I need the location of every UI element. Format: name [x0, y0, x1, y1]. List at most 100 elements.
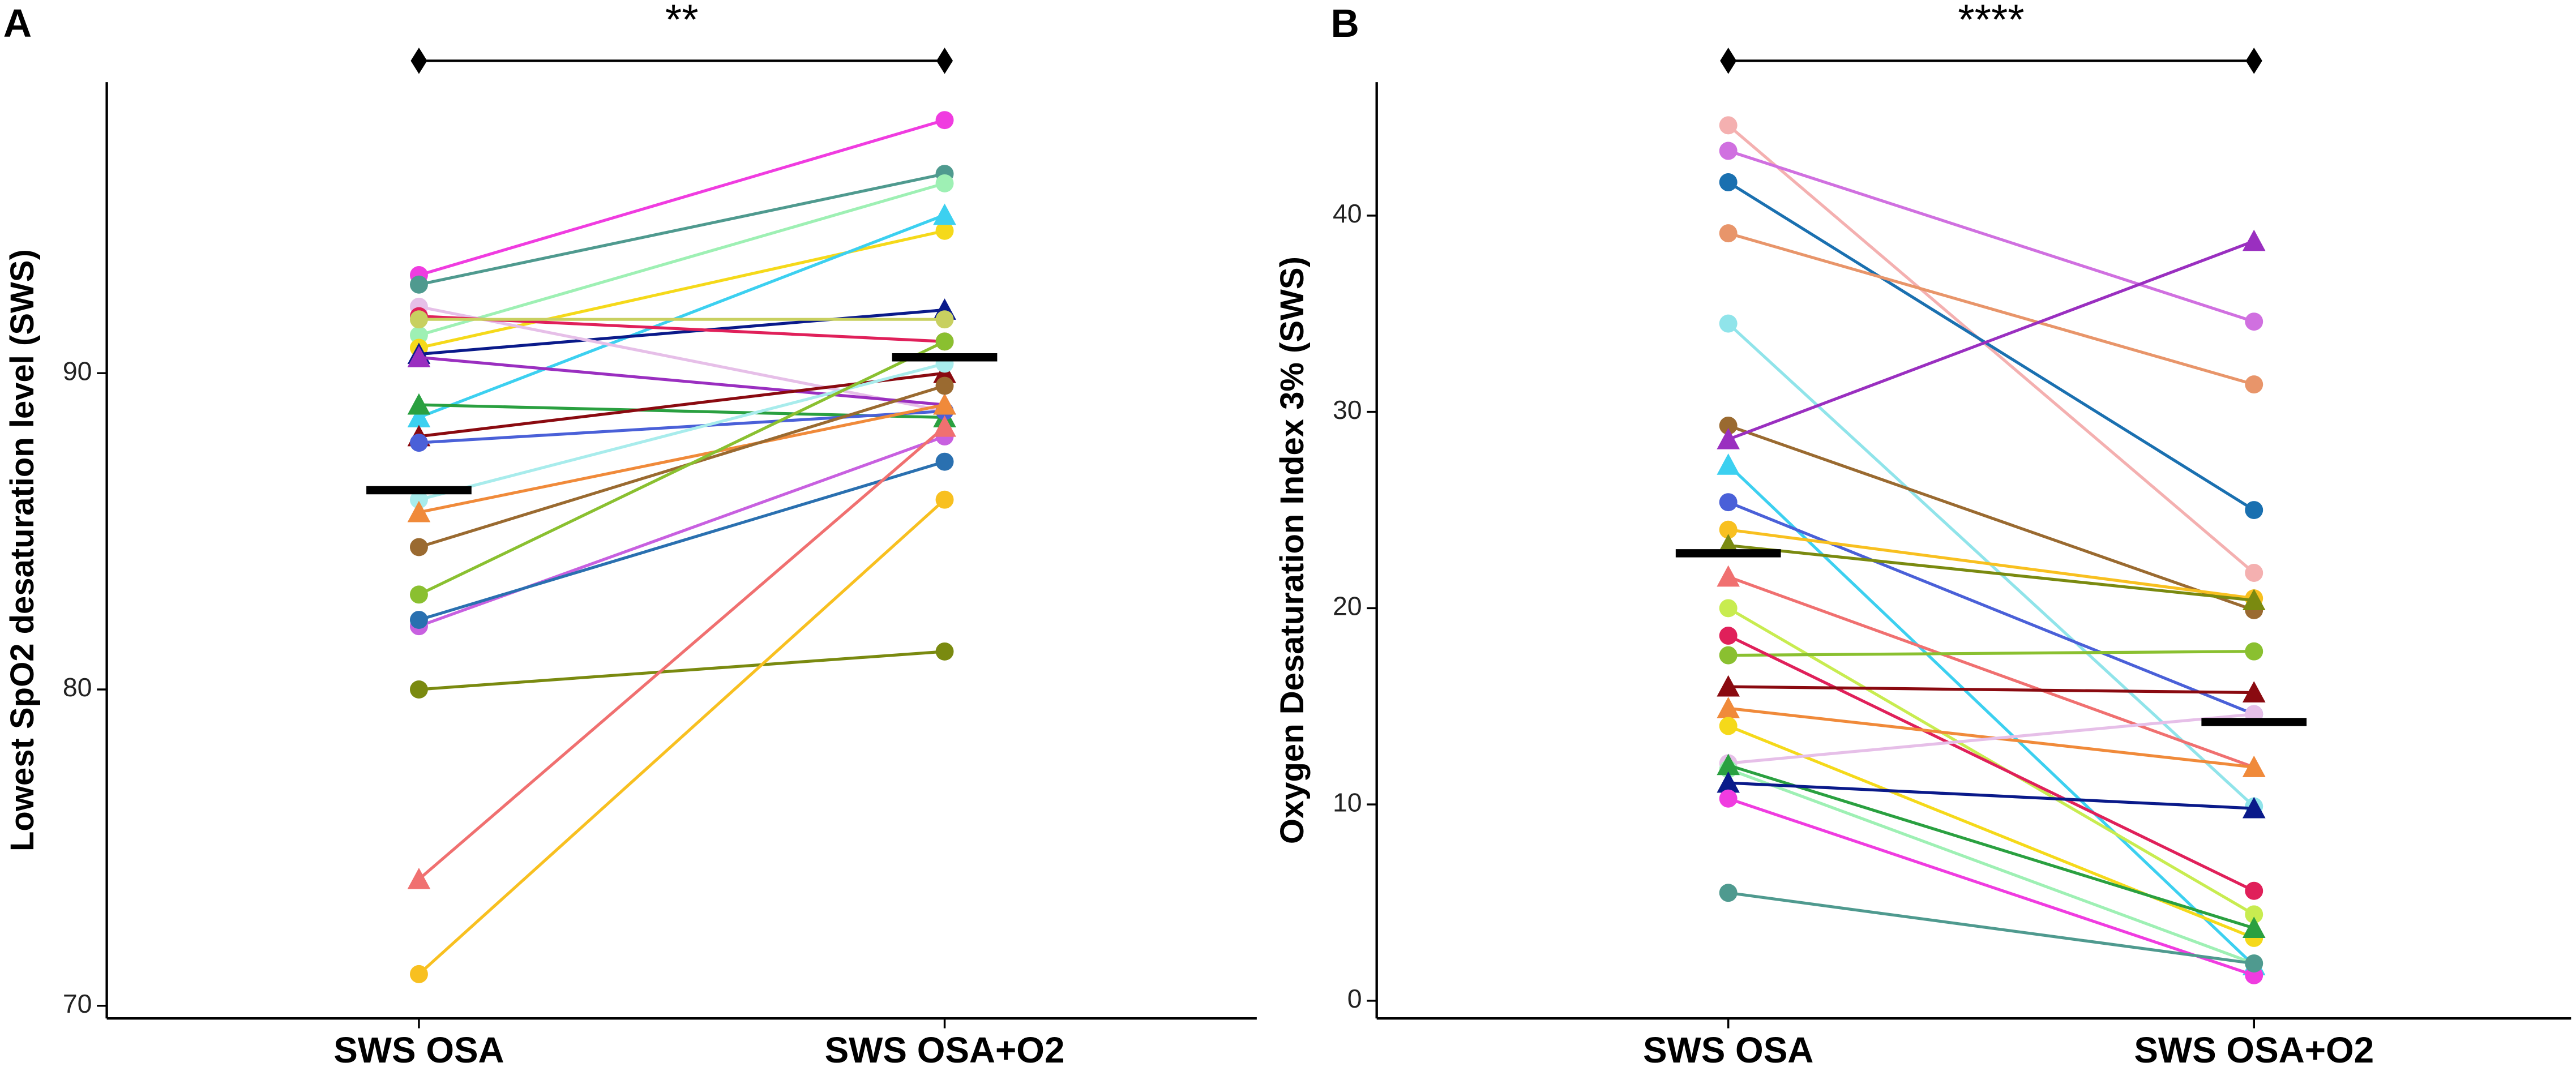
marker — [409, 434, 428, 452]
marker — [409, 326, 428, 345]
y-tick-label: 70 — [63, 989, 92, 1018]
series-line — [1727, 124, 2255, 574]
marker — [1719, 314, 1738, 333]
significance: ** — [665, 0, 699, 44]
marker — [2242, 681, 2266, 702]
series-line — [1727, 239, 2255, 441]
y-tick-label: 90 — [63, 356, 92, 385]
series-line — [418, 435, 945, 628]
marker — [1719, 520, 1738, 539]
x-tick-label: SWS OSA+O2 — [2134, 1030, 2374, 1070]
panel-label: A — [3, 1, 32, 45]
marker — [1719, 173, 1738, 191]
marker — [2245, 312, 2263, 331]
series-line — [418, 498, 946, 975]
series-line — [1728, 650, 2254, 657]
series-line — [1727, 500, 2255, 716]
series-line — [418, 650, 945, 691]
marker — [1719, 646, 1738, 665]
marker — [409, 965, 428, 983]
series-line — [418, 308, 945, 356]
series-line — [1727, 232, 2254, 386]
marker — [409, 680, 428, 699]
series-line — [1727, 575, 2255, 769]
marker — [1717, 753, 1740, 776]
marker — [407, 867, 431, 889]
series-line — [1728, 781, 2254, 810]
marker — [1719, 493, 1738, 512]
series-line — [418, 305, 945, 413]
marker — [1719, 717, 1738, 735]
series-line — [418, 426, 946, 881]
series-line — [1727, 181, 2255, 512]
marker — [933, 415, 956, 437]
marker — [935, 376, 954, 395]
marker — [935, 174, 954, 192]
panel-label: B — [1330, 1, 1359, 45]
marker — [935, 642, 954, 661]
marker — [2242, 916, 2266, 939]
series-line — [1727, 797, 2255, 977]
series-line — [418, 362, 945, 502]
bracket-end — [1720, 48, 1737, 74]
series-line — [1727, 464, 2256, 967]
y-tick-label: 20 — [1333, 592, 1362, 621]
x-tick-label: SWS OSA — [333, 1030, 504, 1070]
marker — [1719, 116, 1738, 135]
series-line — [1727, 607, 2255, 916]
bracket-end — [2245, 48, 2262, 74]
marker — [2245, 501, 2263, 519]
marker — [409, 275, 428, 294]
significance: **** — [1958, 0, 2024, 44]
marker — [1719, 789, 1738, 808]
marker — [933, 203, 956, 225]
y-tick-label: 80 — [63, 672, 92, 702]
y-tick-label: 0 — [1347, 984, 1362, 1013]
marker — [2242, 589, 2266, 610]
marker — [409, 538, 428, 556]
marker — [1719, 599, 1738, 618]
y-tick-label: 30 — [1333, 395, 1362, 425]
series-line — [418, 460, 945, 622]
series-line — [418, 172, 945, 286]
series-line — [1727, 768, 2255, 965]
marker — [2245, 954, 2263, 973]
series-line — [1727, 725, 2255, 940]
bracket-end — [410, 48, 427, 74]
marker — [1717, 427, 1740, 449]
series-line — [418, 403, 945, 514]
y-tick-label: 10 — [1333, 787, 1362, 817]
marker — [935, 452, 954, 471]
series-line — [1728, 685, 2254, 695]
marker — [407, 393, 431, 415]
y-axis-label: Lowest SpO2 desaturation level (SWS) — [4, 249, 41, 851]
series-line — [1727, 424, 2255, 612]
y-axis-label: Oxygen Desaturation Index 3% (SWS) — [1274, 256, 1311, 844]
series-line — [1728, 891, 2254, 965]
marker — [1717, 675, 1740, 697]
marker — [1719, 142, 1738, 160]
marker — [2245, 881, 2263, 900]
marker — [1719, 416, 1738, 435]
marker — [2242, 755, 2266, 777]
series-line — [1727, 634, 2255, 893]
x-tick-label: SWS OSA — [1643, 1030, 1813, 1070]
marker — [2245, 905, 2263, 924]
marker — [935, 332, 954, 351]
series-line — [1728, 713, 2254, 765]
marker — [409, 310, 428, 329]
series-line — [418, 409, 945, 444]
marker — [2245, 642, 2263, 661]
marker — [2242, 229, 2266, 251]
series-line — [1728, 528, 2254, 600]
marker — [407, 406, 431, 427]
marker — [935, 221, 954, 240]
marker — [407, 345, 431, 367]
bracket-end — [936, 48, 953, 74]
marker — [409, 611, 428, 629]
marker — [1719, 224, 1738, 243]
marker — [1719, 626, 1738, 645]
marker — [1719, 884, 1738, 902]
marker — [935, 310, 954, 329]
